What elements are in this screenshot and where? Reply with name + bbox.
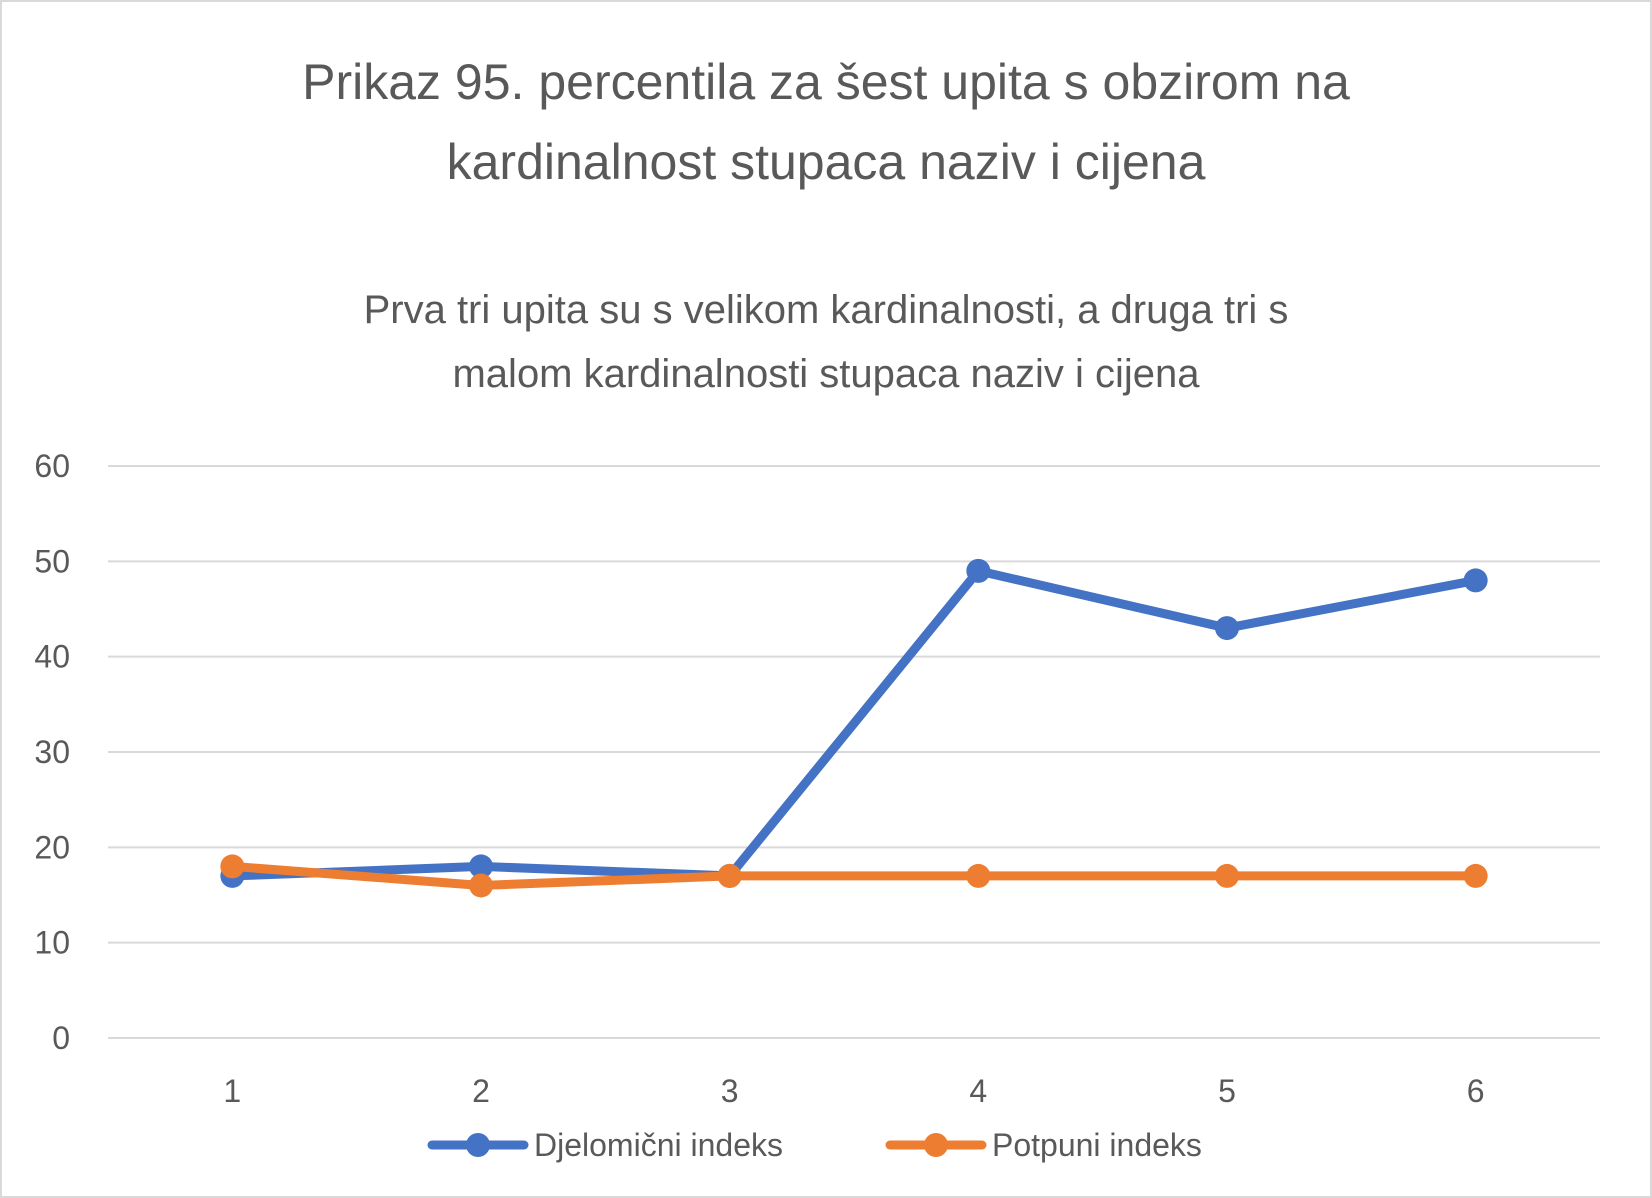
series-line-djelomi-ni-indeks xyxy=(227,566,1481,881)
legend-swatch-marker-djelomi-ni-indeks xyxy=(466,1133,490,1157)
x-tick-label-1: 1 xyxy=(223,1073,241,1109)
legend: Djelomični indeks Potpuni indeks xyxy=(427,1127,1202,1163)
x-axis-tick-labels: 1 2 3 4 5 6 xyxy=(223,1073,1484,1109)
gridlines xyxy=(108,465,1600,1039)
y-tick-label-50: 50 xyxy=(34,543,70,579)
series-line-potpuni-indeks xyxy=(227,861,1481,890)
legend-item-djelomi-ni-indeks: Djelomični indeks xyxy=(427,1127,783,1163)
legend-swatch-marker-potpuni-indeks xyxy=(924,1133,948,1157)
data-point-potpuni-indeks-3 xyxy=(717,863,742,888)
data-point-potpuni-indeks-1 xyxy=(220,854,245,879)
y-tick-label-60: 60 xyxy=(34,448,70,484)
data-point-potpuni-indeks-4 xyxy=(966,863,991,888)
plot-area-series xyxy=(220,558,1488,898)
chart-subtitle-line-1: Prva tri upita su s velikom kardinalnost… xyxy=(363,288,1289,332)
x-tick-label-6: 6 xyxy=(1467,1073,1485,1109)
chart-title-line-2: kardinalnost stupaca naziv i cijena xyxy=(446,134,1206,190)
data-point-djelomi-ni-indeks-4 xyxy=(966,558,991,583)
series-potpuni-indeks xyxy=(220,854,1488,898)
y-tick-label-0: 0 xyxy=(52,1020,70,1056)
chart-title: Prikaz 95. percentila za šest upita s ob… xyxy=(0,42,1652,202)
x-tick-label-5: 5 xyxy=(1218,1073,1236,1109)
legend-label-potpuni-indeks: Potpuni indeks xyxy=(992,1127,1202,1163)
data-point-potpuni-indeks-5 xyxy=(1215,863,1239,888)
y-tick-label-30: 30 xyxy=(34,734,70,770)
data-point-potpuni-indeks-2 xyxy=(469,873,493,898)
legend-label-djelomi-ni-indeks: Djelomični indeks xyxy=(534,1127,783,1163)
series-djelomi-ni-indeks xyxy=(220,558,1488,888)
y-tick-label-10: 10 xyxy=(34,925,70,961)
x-tick-label-2: 2 xyxy=(472,1073,490,1109)
data-point-djelomi-ni-indeks-2 xyxy=(469,854,493,879)
data-point-potpuni-indeks-6 xyxy=(1463,863,1488,888)
y-tick-label-40: 40 xyxy=(34,639,70,675)
data-point-djelomi-ni-indeks-6 xyxy=(1463,568,1488,593)
chart-subtitle: Prva tri upita su s velikom kardinalnost… xyxy=(0,278,1652,406)
chart-title-line-1: Prikaz 95. percentila za šest upita s ob… xyxy=(302,54,1350,110)
y-axis-tick-labels: 0 10 20 30 40 50 60 xyxy=(34,448,70,1056)
x-tick-label-4: 4 xyxy=(969,1073,987,1109)
data-point-djelomi-ni-indeks-5 xyxy=(1215,616,1239,641)
y-tick-label-20: 20 xyxy=(34,829,70,865)
legend-item-potpuni-indeks: Potpuni indeks xyxy=(885,1127,1202,1163)
chart-subtitle-line-2: malom kardinalnosti stupaca naziv i cije… xyxy=(452,352,1200,396)
x-tick-label-3: 3 xyxy=(721,1073,739,1109)
